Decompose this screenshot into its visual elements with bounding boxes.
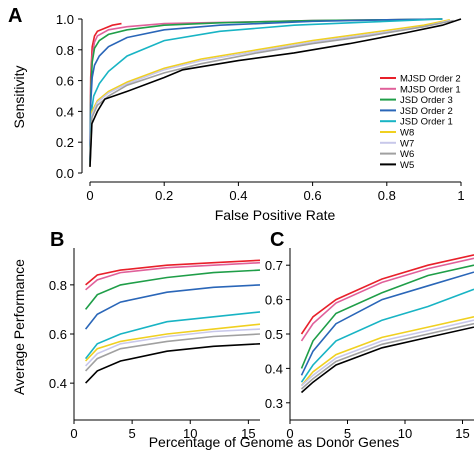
panel-b-series-line bbox=[85, 333, 261, 372]
panel-c-y-tick-label: 0.7 bbox=[265, 258, 283, 273]
panel-c-x-tick-label: 0 bbox=[286, 426, 293, 441]
panel-b-plot: 0.4 0.6 0.8 0 5 10 15 bbox=[49, 248, 261, 441]
panel-a-y-tick-label: 0.0 bbox=[56, 166, 74, 181]
panel-b-series-line bbox=[85, 261, 261, 291]
bc-ylabel: Average Performance bbox=[11, 259, 27, 395]
panel-a-y-tick-label: 1.0 bbox=[56, 12, 74, 27]
panel-b-x-tick-label: 5 bbox=[129, 426, 136, 441]
panel-b-x-tick-label: 15 bbox=[241, 426, 255, 441]
panel-c-series-line bbox=[300, 254, 474, 335]
panel-a-y-tick-label: 0.4 bbox=[56, 104, 74, 119]
legend-label: MJSD Order 2 bbox=[400, 74, 461, 85]
legend-label: JSD Order 1 bbox=[400, 117, 453, 128]
panel-a-y-tick-label: 0.8 bbox=[56, 43, 74, 58]
panel-a-series-line bbox=[89, 18, 443, 166]
panel-c-y-tick-label: 0.6 bbox=[265, 293, 283, 308]
panel-c-y-tick-label: 0.3 bbox=[265, 396, 283, 411]
panel-b-x-tick-label: 0 bbox=[70, 426, 77, 441]
legend-label: W5 bbox=[400, 160, 414, 171]
panel-a-y-tick-label: 0.2 bbox=[56, 135, 74, 150]
panel-c-series-line bbox=[300, 264, 474, 369]
panel-a-x-tick-label: 0.8 bbox=[378, 188, 396, 203]
panel-a-xlabel: False Positive Rate bbox=[215, 207, 336, 223]
panel-a-x-tick-label: 0 bbox=[86, 188, 93, 203]
panel-b-x-tick-label: 10 bbox=[183, 426, 197, 441]
panel-b-series-line bbox=[85, 323, 261, 362]
legend-label: JSD Order 3 bbox=[400, 95, 453, 106]
panel-c-x-tick-label: 15 bbox=[455, 426, 469, 441]
legend-label: MJSD Order 1 bbox=[400, 84, 461, 95]
panel-c-series-line bbox=[300, 271, 474, 376]
panel-b-series-line bbox=[84, 269, 261, 310]
panel-c-y-tick-label: 0.4 bbox=[265, 361, 283, 376]
panel-b-series-line bbox=[85, 259, 261, 286]
panel-a-x-tick-label: 0.4 bbox=[229, 188, 247, 203]
panel-c-series-line bbox=[300, 316, 474, 387]
panel-c-x-tick-label: 10 bbox=[398, 426, 412, 441]
legend-label: W8 bbox=[400, 128, 414, 139]
bottom-xlabel: Percentage of Genome as Donor Genes bbox=[149, 434, 400, 450]
panel-b-series-line bbox=[84, 284, 261, 330]
legend-label: JSD Order 2 bbox=[400, 106, 453, 117]
panel-c-letter: C bbox=[270, 229, 284, 251]
panel-a-series-line bbox=[89, 19, 451, 167]
panel-b-letter: B bbox=[50, 229, 64, 251]
panel-c-plot: 0.3 0.4 0.5 0.6 0.7 0 5 10 15 bbox=[265, 248, 474, 441]
panel-c-series-line bbox=[300, 288, 474, 383]
panel-c-x-tick-label: 5 bbox=[344, 426, 351, 441]
panel-a-letter: A bbox=[8, 5, 22, 27]
panel-b-series-line bbox=[84, 311, 261, 360]
panel-b-series-line bbox=[85, 328, 261, 367]
panel-a-x-tick-label: 1 bbox=[457, 188, 464, 203]
panel-b-y-tick-label: 0.6 bbox=[49, 327, 67, 342]
panel-b-y-tick-label: 0.8 bbox=[49, 278, 67, 293]
panel-a-x-tick-label: 0.6 bbox=[304, 188, 322, 203]
panel-c-series-line bbox=[300, 257, 474, 342]
panel-a-ylabel: Sensitivity bbox=[11, 65, 27, 128]
panel-c-series-line bbox=[300, 326, 474, 394]
panel-a-series-line bbox=[89, 19, 454, 167]
legend-label: W6 bbox=[400, 149, 414, 160]
panel-a-y-tick-label: 0.6 bbox=[56, 74, 74, 89]
panel-a-series-line bbox=[89, 18, 443, 166]
panel-a-plot: 0.0 0.2 0.4 0.6 0.8 1.0 0 0.2 0.4 0.6 0.8 1 MJSD Ord… bbox=[56, 12, 465, 203]
panel-a-series-line bbox=[89, 18, 462, 167]
panel-b-y-tick-label: 0.4 bbox=[49, 376, 67, 391]
panel-c-y-tick-label: 0.5 bbox=[265, 327, 283, 342]
panel-b-series-line bbox=[85, 343, 261, 384]
panel-c-series-line bbox=[300, 322, 474, 390]
panel-a-series-line bbox=[89, 19, 451, 167]
panel-c-series-line bbox=[300, 319, 474, 387]
panel-a-x-tick-label: 0.2 bbox=[155, 188, 173, 203]
legend-label: W7 bbox=[400, 138, 414, 149]
